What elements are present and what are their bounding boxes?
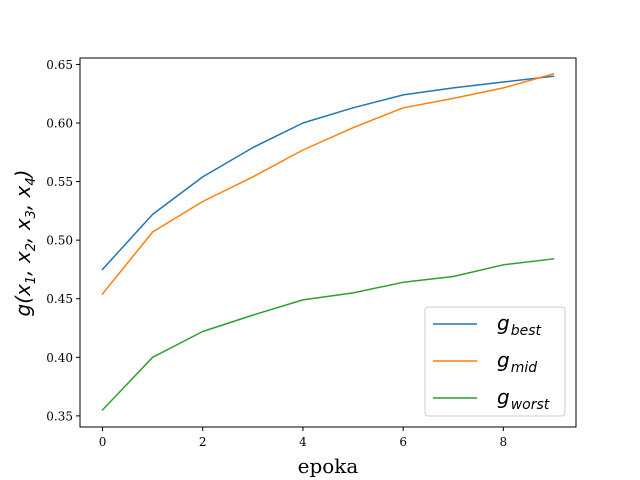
y-tick-label: 0.40	[46, 351, 73, 365]
y-tick-label: 0.50	[46, 234, 73, 248]
x-tick-label: 0	[99, 435, 107, 449]
x-tick-label: 8	[500, 435, 508, 449]
y-axis-label: g(x1, x2, x3, x4)	[11, 170, 39, 317]
series-layer	[101, 72, 555, 412]
x-axis-ticks: 0 2 4 6 8	[99, 427, 507, 449]
series-line-mid	[101, 72, 555, 296]
x-tick-label: 6	[399, 435, 407, 449]
x-tick-label: 2	[199, 435, 207, 449]
legend-label-best: gbest	[497, 311, 541, 339]
x-axis-label: epoka	[298, 454, 359, 478]
x-tick-label: 4	[299, 435, 307, 449]
y-tick-label: 0.55	[46, 175, 73, 189]
legend-label-mid: gmid	[497, 348, 537, 376]
y-axis-ticks: 0.35 0.40 0.45 0.50 0.55 0.60 0.65	[46, 58, 80, 423]
y-tick-label: 0.35	[46, 409, 73, 423]
series-line-best	[101, 75, 555, 271]
legend-label-worst: gworst	[497, 385, 550, 413]
legend-box	[424, 306, 566, 417]
y-tick-label: 0.60	[46, 117, 73, 131]
legend: gbest gmid gworst	[424, 306, 566, 417]
y-tick-label: 0.65	[46, 58, 73, 72]
y-tick-label: 0.45	[46, 292, 73, 306]
plot-frame	[79, 57, 577, 428]
series-line-worst	[101, 258, 555, 412]
